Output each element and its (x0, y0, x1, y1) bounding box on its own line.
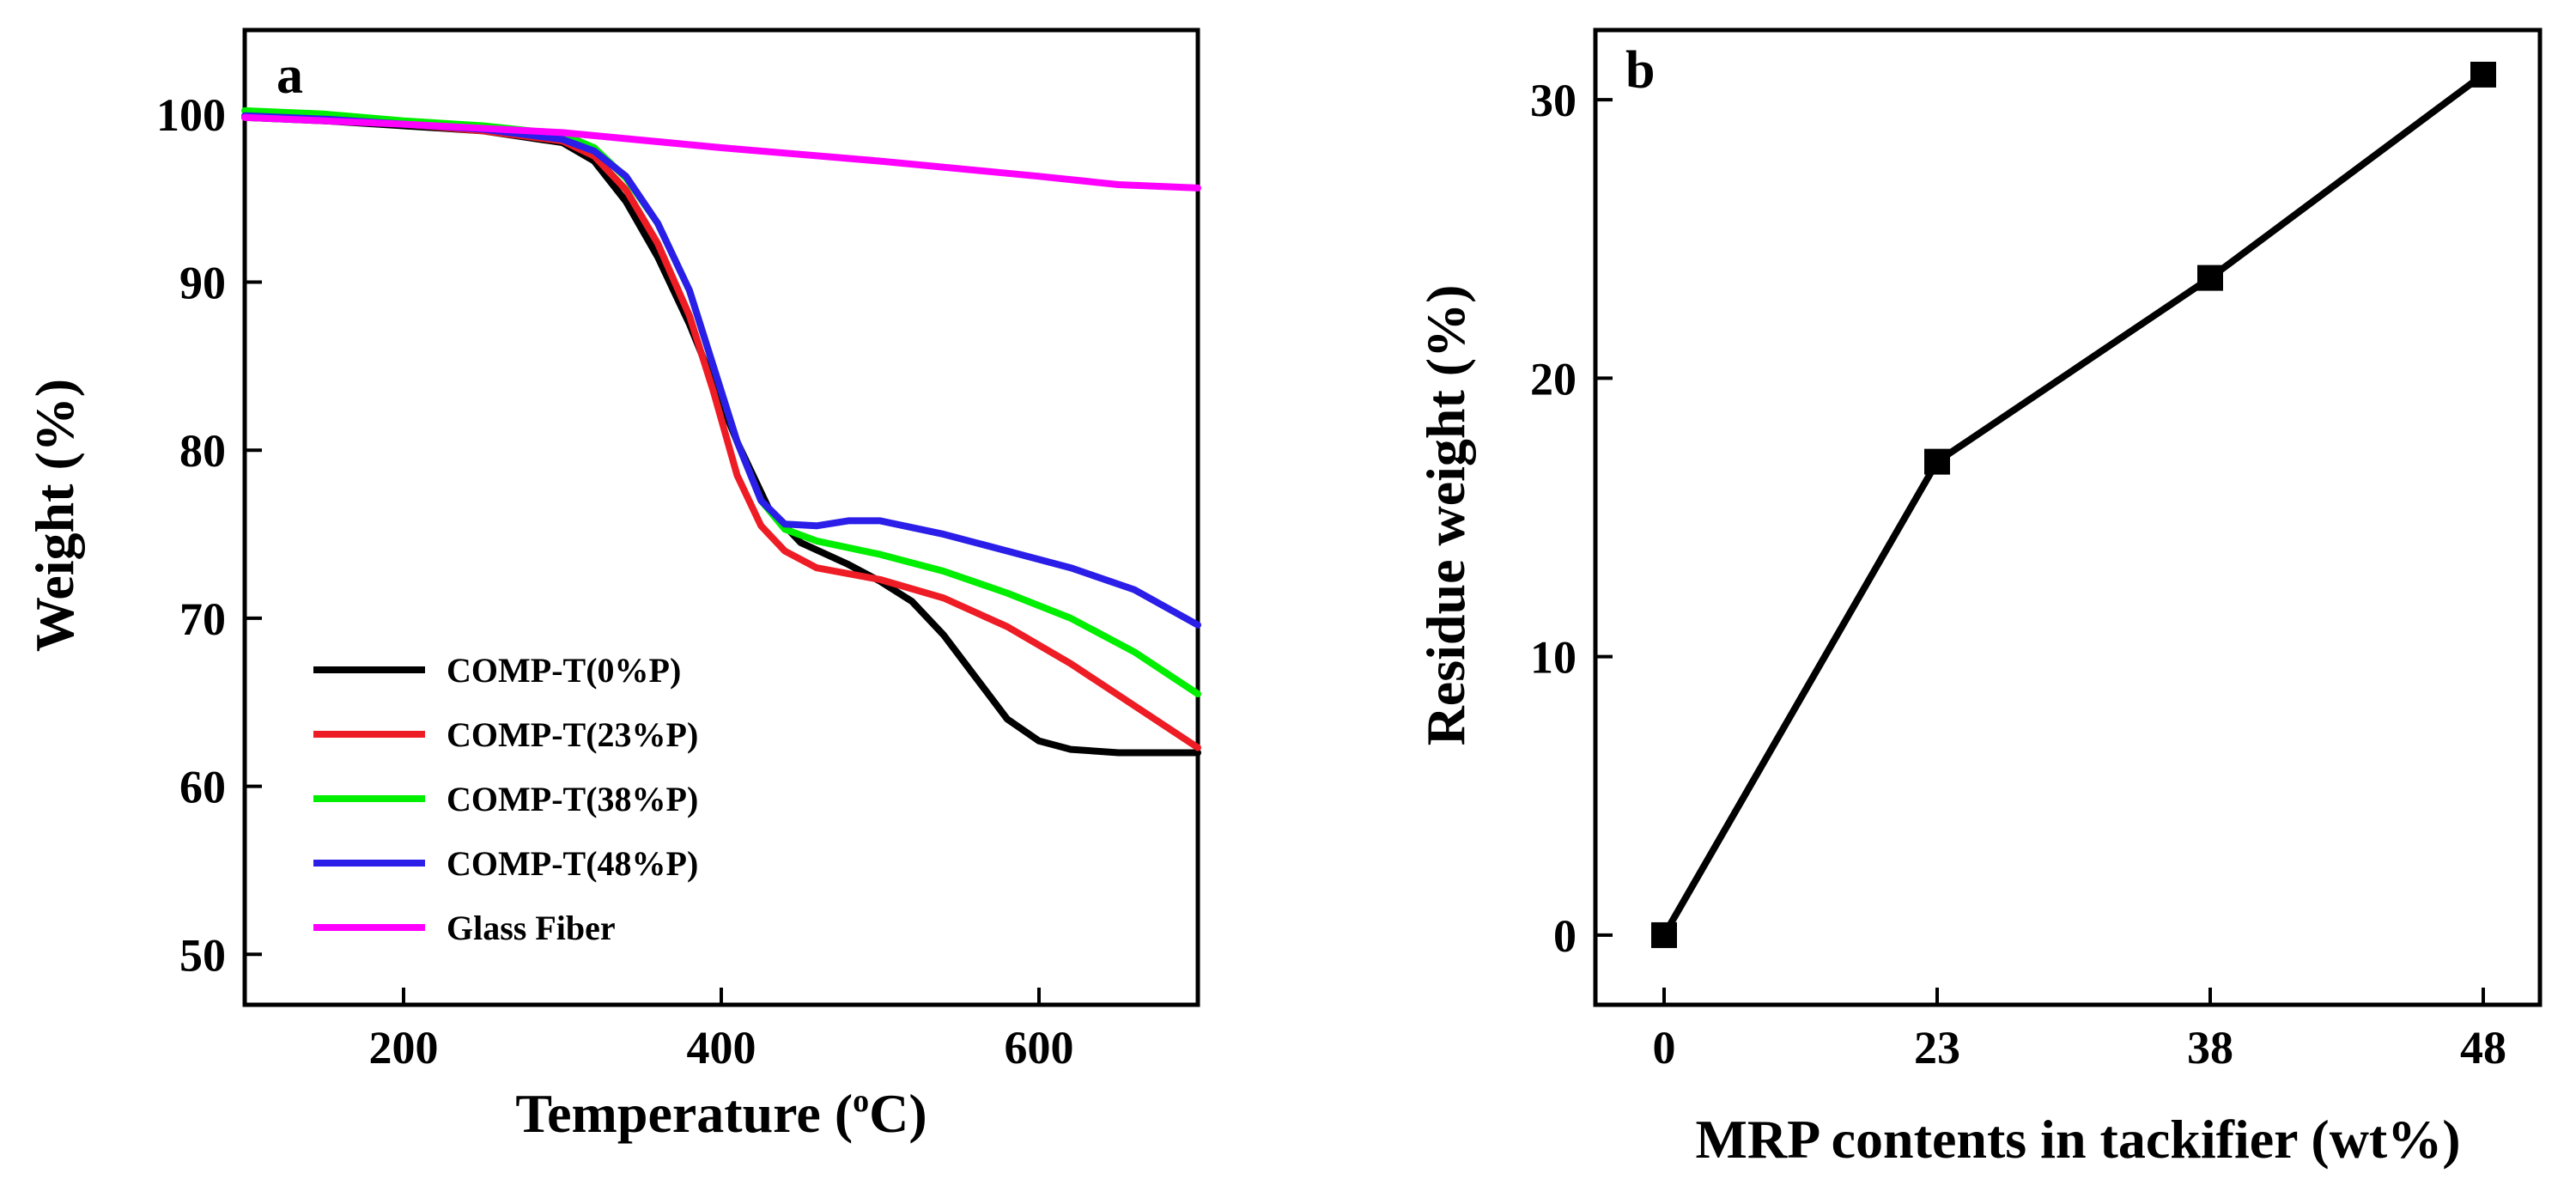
panel-a-y-tick-label: 100 (156, 89, 226, 141)
data-point-marker (2470, 61, 2496, 88)
panel-b-y-axis-title: Residue weight (%) (1415, 285, 1476, 746)
panel-b-x-tick-label: 0 (1653, 1022, 1676, 1073)
panel-a-x-tick-label: 600 (1005, 1022, 1074, 1073)
panel-a-x-axis-title: Temperature (oC) (515, 1083, 927, 1144)
panel-b-x-tick-label: 38 (2187, 1022, 2233, 1073)
series-line-3 (241, 112, 1201, 629)
panel-b-y-tick-label: 30 (1530, 75, 1577, 126)
panel-a-legend: COMP-T(0%P) COMP-T(23%P) COMP-T(38%P) COMP-… (313, 651, 698, 947)
series-line-1 (241, 113, 1201, 751)
series-line-4 (241, 113, 1201, 192)
panel-b-ticks: 0 23 38 48 0 10 20 30 (1530, 75, 2506, 1073)
panel-b-label: b (1625, 41, 1655, 100)
panel-a-series-lines (241, 106, 1201, 757)
legend-label-2: COMP-T(38%P) (447, 780, 698, 818)
legend-label-1: COMP-T(23%P) (447, 715, 698, 754)
data-point-marker (1651, 921, 1677, 948)
panel-b-series-line (1651, 61, 2496, 948)
panel-a-x-tick-label: 400 (687, 1022, 756, 1073)
legend-label-3: COMP-T(48%P) (447, 844, 698, 883)
data-point-marker (2197, 265, 2223, 291)
legend-label-4: Glass Fiber (447, 909, 616, 947)
panel-a-y-tick-label: 70 (179, 593, 226, 645)
panel-a-y-axis-title: Weight (%) (24, 379, 85, 652)
legend-label-0: COMP-T(0%P) (447, 651, 681, 690)
panel-b-residue-vs-mrp: b 0 23 38 48 0 10 20 30 MRP contents in tackifi… (1415, 27, 2543, 1170)
residue-series-line (1661, 71, 2486, 937)
panel-a-x-tick-label: 200 (369, 1022, 439, 1073)
panel-b-x-axis-title: MRP contents in tackifier (wt%) (1695, 1109, 2460, 1170)
panel-b-y-tick-label: 20 (1530, 353, 1577, 404)
panel-b-x-tick-label: 23 (1914, 1022, 1960, 1073)
panel-a-ticks: 200 400 600 50 60 70 80 90 100 (156, 89, 1074, 1073)
panel-a-y-tick-label: 90 (179, 258, 226, 309)
panel-b-y-tick-label: 0 (1553, 910, 1577, 962)
data-point-marker (1924, 448, 1950, 475)
panel-a-y-tick-label: 50 (179, 929, 226, 981)
panel-b-y-tick-label: 10 (1530, 632, 1577, 684)
panel-a-y-tick-label: 60 (179, 762, 226, 813)
panel-b-x-tick-label: 48 (2460, 1022, 2506, 1073)
panel-b-plot-frame (1593, 27, 2543, 1007)
panel-a-label: a (276, 46, 303, 105)
panel-a-y-tick-label: 80 (179, 425, 226, 477)
